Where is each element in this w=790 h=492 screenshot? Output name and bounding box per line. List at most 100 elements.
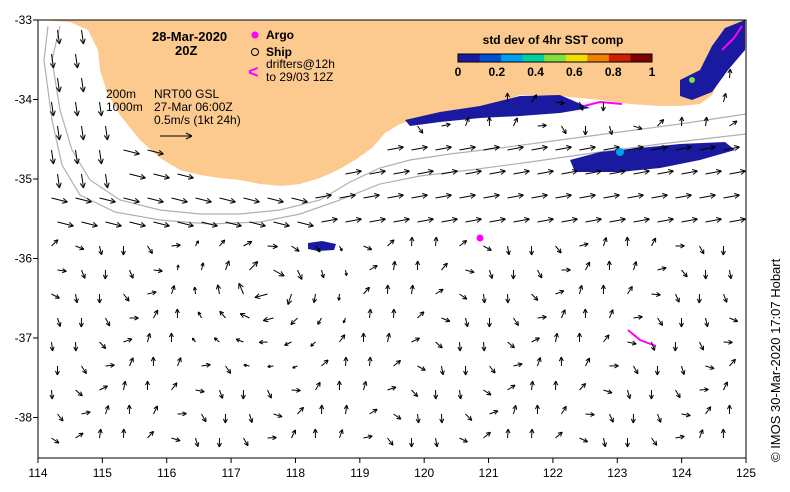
current-vector bbox=[441, 168, 458, 175]
current-vector bbox=[651, 192, 668, 199]
current-vector bbox=[387, 385, 397, 391]
current-vector bbox=[192, 286, 197, 295]
lon-tick-label: 114 bbox=[28, 466, 47, 480]
current-vector bbox=[675, 389, 681, 399]
colorbar-tick-label: 0 bbox=[455, 65, 462, 79]
current-vector bbox=[561, 216, 578, 223]
current-vector bbox=[75, 197, 92, 204]
current-vector bbox=[585, 261, 591, 271]
current-vector bbox=[367, 356, 373, 367]
current-vector bbox=[625, 437, 630, 448]
current-vector bbox=[225, 221, 242, 228]
current-vector bbox=[219, 239, 226, 247]
current-vector bbox=[696, 293, 702, 304]
time-label: 20Z bbox=[175, 43, 197, 58]
current-vector bbox=[651, 437, 658, 446]
current-vector bbox=[248, 413, 254, 423]
current-vector bbox=[606, 260, 612, 271]
current-vector bbox=[369, 216, 386, 223]
current-vector bbox=[579, 101, 584, 111]
current-vector bbox=[657, 168, 674, 175]
current-vector bbox=[555, 100, 565, 106]
current-vector bbox=[243, 240, 253, 247]
current-vector bbox=[459, 240, 468, 247]
current-vector bbox=[627, 340, 637, 346]
patch-speck bbox=[689, 77, 695, 83]
current-vector bbox=[195, 240, 199, 247]
current-vector bbox=[632, 261, 638, 271]
current-vector bbox=[464, 317, 470, 328]
current-vector bbox=[291, 197, 308, 204]
drifter-track bbox=[583, 100, 623, 107]
current-vector bbox=[49, 53, 56, 69]
current-vector bbox=[415, 413, 421, 424]
current-vector bbox=[553, 380, 559, 391]
current-vector bbox=[417, 125, 424, 134]
current-vector bbox=[338, 429, 344, 439]
current-vector bbox=[481, 341, 487, 352]
current-vector bbox=[699, 144, 716, 151]
current-vector bbox=[507, 144, 524, 151]
current-vector bbox=[55, 125, 62, 141]
current-vector bbox=[536, 357, 542, 367]
current-vector bbox=[200, 262, 205, 271]
current-vector bbox=[171, 437, 181, 442]
current-vector bbox=[201, 221, 218, 228]
current-vector bbox=[171, 242, 181, 248]
vector-scale-arrow bbox=[160, 132, 193, 140]
current-vector bbox=[720, 428, 726, 439]
current-vector bbox=[555, 431, 563, 439]
drifter-legend-icon: < bbox=[248, 62, 259, 82]
lat-tick-label: -34 bbox=[15, 93, 33, 107]
current-vector bbox=[267, 435, 277, 441]
current-vector bbox=[99, 385, 108, 391]
date-label: 28-Mar-2020 bbox=[152, 29, 227, 44]
current-vector bbox=[310, 341, 316, 347]
current-vector bbox=[97, 149, 104, 165]
current-vector bbox=[55, 29, 62, 45]
current-vector bbox=[254, 293, 268, 300]
longitude-axis: 114 115 116 117 118 119 120 121 122 123 124 125 bbox=[28, 458, 756, 480]
colorbar-tick-label: 0.8 bbox=[605, 65, 622, 79]
current-vector bbox=[651, 292, 661, 297]
current-vector bbox=[153, 268, 163, 274]
current-vector bbox=[363, 245, 373, 251]
current-vector bbox=[291, 387, 301, 393]
current-vector bbox=[150, 356, 156, 367]
current-vector bbox=[51, 197, 68, 204]
current-vector bbox=[579, 144, 596, 151]
current-vector bbox=[512, 404, 518, 415]
current-vector bbox=[729, 358, 736, 367]
current-vector bbox=[102, 269, 108, 280]
current-vector bbox=[235, 338, 244, 343]
current-vector bbox=[336, 380, 342, 391]
current-vector bbox=[123, 197, 140, 204]
contour-200m-line bbox=[51, 25, 747, 215]
current-vector bbox=[602, 437, 607, 448]
current-vector bbox=[507, 192, 524, 199]
current-vector bbox=[51, 293, 60, 299]
colorbar-outline bbox=[457, 53, 653, 63]
current-vector bbox=[729, 120, 738, 127]
contour-200-label: 200m bbox=[106, 87, 136, 101]
current-vector bbox=[267, 197, 284, 204]
current-vector bbox=[73, 293, 79, 304]
current-vector bbox=[249, 221, 266, 228]
current-vector bbox=[176, 264, 180, 271]
current-vector bbox=[603, 389, 613, 395]
contour-1000m-line bbox=[43, 25, 747, 225]
current-vector bbox=[561, 405, 567, 415]
current-vector bbox=[343, 404, 349, 415]
current-vector bbox=[704, 317, 710, 328]
current-vector bbox=[315, 192, 332, 199]
current-vector bbox=[633, 365, 639, 375]
current-vector bbox=[81, 221, 98, 228]
current-vector bbox=[411, 389, 419, 398]
current-vector bbox=[415, 260, 421, 271]
argo-float-marker bbox=[476, 234, 484, 242]
current-vector bbox=[219, 310, 226, 319]
current-vector bbox=[537, 123, 547, 129]
map-frame bbox=[37, 19, 747, 459]
current-vector bbox=[49, 101, 56, 117]
colorbar-segment bbox=[544, 54, 567, 62]
